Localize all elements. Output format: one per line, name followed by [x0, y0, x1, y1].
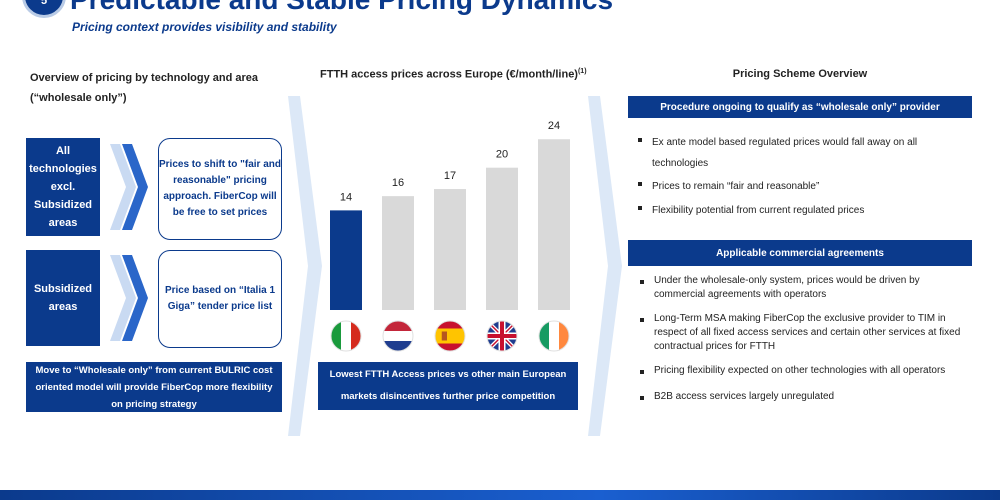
section-title-agreements: Applicable commercial agreements: [628, 240, 972, 266]
bar-ireland: [538, 139, 570, 310]
flag-border: [538, 320, 570, 352]
bar-netherlands: [382, 196, 414, 310]
left-conclusion-box: Move to “Wholesale only” from current BU…: [26, 362, 282, 412]
bar-value-label: 24: [548, 120, 560, 132]
flag-netherlands-icon: [383, 321, 413, 351]
flag-spain-icon: [435, 321, 465, 351]
area-label-subsidized: Subsidized areas: [26, 250, 100, 346]
list-item: Flexibility potential from current regul…: [638, 200, 963, 221]
bar-value-label: 20: [496, 149, 508, 161]
agreements-bullet-list: Under the wholesale-only system, prices …: [640, 274, 968, 404]
section-title-procedure: Procedure ongoing to qualify as “wholesa…: [628, 96, 972, 118]
flag-ireland-icon: [539, 321, 569, 351]
chevron-right-icon: [110, 144, 148, 230]
footer-band: [0, 490, 1000, 500]
bar-value-label: 17: [444, 170, 456, 182]
flag-border: [330, 320, 362, 352]
chart-conclusion-box: Lowest FTTH Access prices vs other main …: [318, 362, 578, 410]
list-item: B2B access services largely unregulated: [640, 390, 968, 404]
flag-united-kingdom-icon: [487, 321, 517, 351]
chart-heading: FTTH access prices across Europe (€/mont…: [320, 68, 587, 81]
left-heading: Overview of pricing by technology and ar…: [30, 72, 259, 104]
list-item: Ex ante model based regulated prices wou…: [638, 132, 963, 174]
page-subtitle: Pricing context provides visibility and …: [72, 20, 337, 34]
page-title: Predictable and Stable Pricing Dynamics: [70, 0, 613, 16]
flag-border: [486, 320, 518, 352]
flag-border: [382, 320, 414, 352]
section-arrow-icon: [288, 96, 322, 436]
procedure-bullet-list: Ex ante model based regulated prices wou…: [638, 132, 963, 221]
bar-spain: [434, 189, 466, 310]
right-heading: Pricing Scheme Overview: [732, 68, 868, 80]
list-item: Under the wholesale-only system, prices …: [640, 274, 968, 302]
list-item: Long-Term MSA making FiberCop the exclus…: [640, 312, 968, 354]
ftth-price-chart: 14 16 17 20 24: [330, 120, 570, 352]
flag-italy-icon: [331, 321, 361, 351]
bar-united-kingdom: [486, 167, 518, 310]
bar-italy: [330, 210, 362, 310]
pricing-note-subsidized: Price based on “Italia 1 Giga” tender pr…: [158, 250, 282, 348]
list-item: Prices to remain “fair and reasonable”: [638, 176, 963, 197]
bar-value-label: 16: [392, 177, 404, 189]
list-item: Pricing flexibility expected on other te…: [640, 364, 968, 378]
section-arrow-icon: [588, 96, 622, 436]
section-number-badge: 5: [22, 0, 66, 18]
area-label-all-technologies: All technologies excl. Subsidized areas: [26, 138, 100, 236]
flag-border: [434, 320, 466, 352]
chevron-right-icon: [110, 255, 148, 341]
pricing-note-all-technologies: Prices to shift to "fair and reasonable"…: [158, 138, 282, 240]
bar-value-label: 14: [340, 191, 352, 203]
